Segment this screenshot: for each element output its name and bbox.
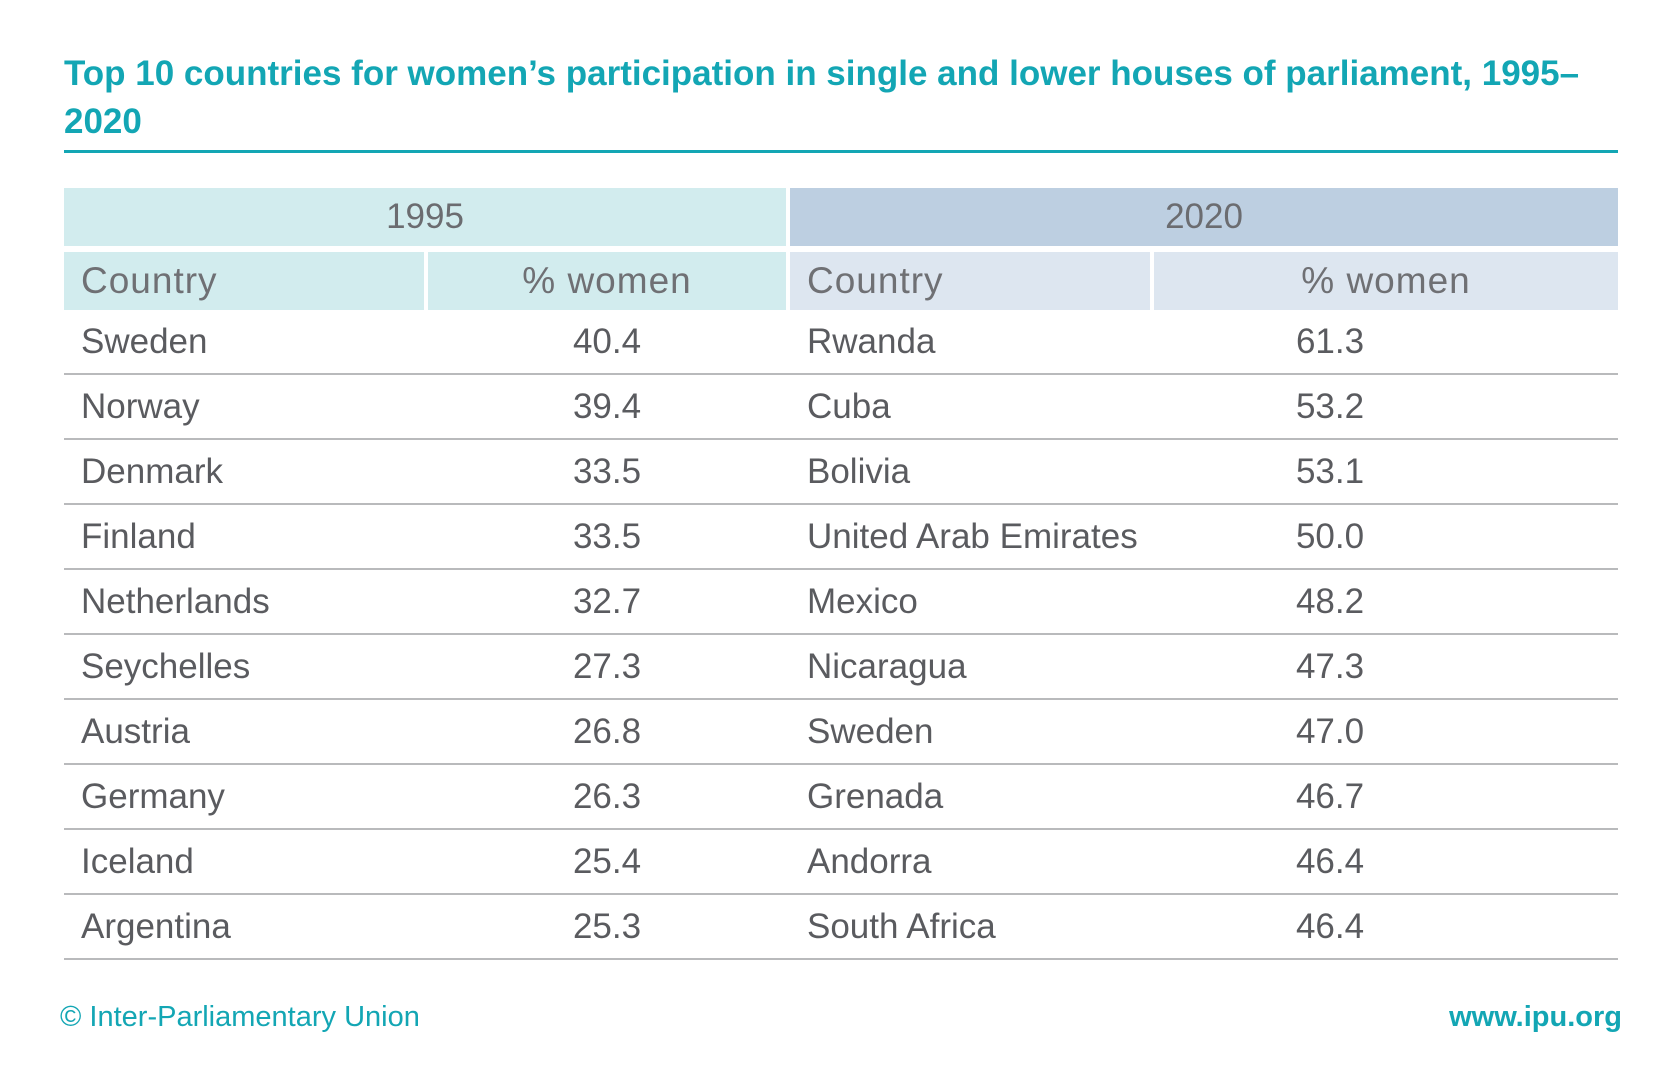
- cell-country-2020: Andorra: [807, 842, 932, 881]
- table-row: Austria 26.8 Sweden 47.0: [64, 700, 1618, 765]
- cell-percent-women-2020: 53.2: [1295, 387, 1365, 426]
- cell-percent-women-2020: 47.3: [1295, 647, 1365, 686]
- cell-country-1995: Iceland: [81, 842, 194, 881]
- cell-percent-women-2020: 46.4: [1295, 907, 1365, 946]
- cell-percent-women-2020: 46.4: [1295, 842, 1365, 881]
- table-row: Germany 26.3 Grenada 46.7: [64, 765, 1618, 830]
- table-row: Sweden 40.4 Rwanda 61.3: [64, 310, 1618, 375]
- cell-percent-women-1995: 25.3: [572, 907, 642, 946]
- cell-country-1995: Denmark: [81, 452, 223, 491]
- table-row: Argentina 25.3 South Africa 46.4: [64, 895, 1618, 960]
- cell-country-1995: Finland: [81, 517, 196, 556]
- cell-country-1995: Netherlands: [81, 582, 270, 621]
- cell-percent-women-2020: 46.7: [1295, 777, 1365, 816]
- page-title: Top 10 countries for women’s participati…: [64, 54, 1580, 141]
- cell-country-1995: Sweden: [81, 322, 208, 361]
- cell-country-2020: South Africa: [807, 907, 996, 946]
- cell-country-2020: Rwanda: [807, 322, 936, 361]
- table-row: Iceland 25.4 Andorra 46.4: [64, 830, 1618, 895]
- column-header-percent-1995: % women: [428, 252, 786, 310]
- cell-country-2020: Mexico: [807, 582, 918, 621]
- title-underline: [64, 150, 1618, 153]
- cell-percent-women-2020: 53.1: [1295, 452, 1365, 491]
- cell-country-2020: Nicaragua: [807, 647, 967, 686]
- cell-country-1995: Argentina: [81, 907, 231, 946]
- cell-country-1995: Norway: [81, 387, 200, 426]
- table-row: Netherlands 32.7 Mexico 48.2: [64, 570, 1618, 635]
- cell-percent-women-2020: 50.0: [1295, 517, 1365, 556]
- year-header-1995: 1995: [64, 188, 786, 246]
- column-header-percent-2020: % women: [1154, 252, 1618, 310]
- cell-percent-women-1995: 26.8: [572, 712, 642, 751]
- column-header-country-2020: Country: [790, 252, 1150, 310]
- table-body: Sweden 40.4 Rwanda 61.3 Norway 39.4 Cuba 53.2 De…: [64, 310, 1618, 960]
- cell-country-2020: Sweden: [807, 712, 934, 751]
- cell-percent-women-2020: 48.2: [1295, 582, 1365, 621]
- table-row: Seychelles 27.3 Nicaragua 47.3: [64, 635, 1618, 700]
- copyright-notice: © Inter-Parliamentary Union: [60, 1001, 420, 1033]
- website-link[interactable]: www.ipu.org: [1449, 1001, 1622, 1033]
- cell-percent-women-1995: 39.4: [572, 387, 642, 426]
- cell-percent-women-1995: 27.3: [572, 647, 642, 686]
- cell-percent-women-1995: 33.5: [572, 517, 642, 556]
- cell-percent-women-1995: 26.3: [572, 777, 642, 816]
- table-row: Finland 33.5 United Arab Emirates 50.0: [64, 505, 1618, 570]
- table-row: Denmark 33.5 Bolivia 53.1: [64, 440, 1618, 505]
- cell-percent-women-2020: 47.0: [1295, 712, 1365, 751]
- cell-percent-women-1995: 25.4: [572, 842, 642, 881]
- cell-country-2020: Cuba: [807, 387, 891, 426]
- cell-country-2020: Bolivia: [807, 452, 911, 491]
- cell-percent-women-1995: 32.7: [572, 582, 642, 621]
- cell-country-1995: Germany: [81, 777, 225, 816]
- cell-country-1995: Austria: [81, 712, 190, 751]
- cell-country-1995: Seychelles: [81, 647, 251, 686]
- cell-country-2020: Grenada: [807, 777, 944, 816]
- table-row: Norway 39.4 Cuba 53.2: [64, 375, 1618, 440]
- cell-percent-women-1995: 33.5: [572, 452, 642, 491]
- cell-percent-women-2020: 61.3: [1295, 322, 1365, 361]
- column-header-country-1995: Country: [64, 252, 424, 310]
- cell-country-2020: United Arab Emirates: [807, 517, 1138, 556]
- year-header-2020: 2020: [790, 188, 1618, 246]
- cell-percent-women-1995: 40.4: [572, 322, 642, 361]
